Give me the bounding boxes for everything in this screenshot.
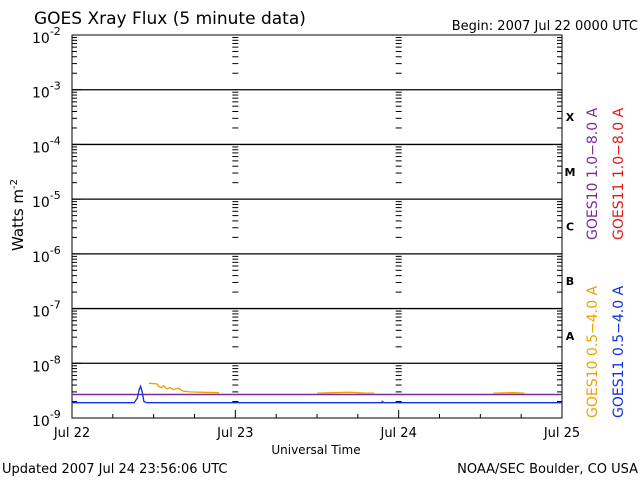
updated-timestamp: Updated 2007 Jul 24 23:56:06 UTC — [2, 462, 227, 477]
flare-class-label: M — [565, 166, 576, 179]
begin-label: Begin: 2007 Jul 22 0000 UTC — [452, 19, 638, 34]
legend-entry: GOES10 0.5−4.0 A — [585, 285, 601, 418]
legend-entry: GOES11 0.5−4.0 A — [611, 285, 627, 418]
y-tick-label: 10-7 — [32, 299, 61, 321]
x-axis-label: Universal Time — [271, 443, 360, 457]
x-tick-label: Jul 22 — [53, 426, 90, 441]
legend-entry: GOES10 1.0−8.0 A — [585, 107, 601, 240]
x-tick-label: Jul 24 — [379, 426, 416, 441]
y-tick-label: 10-4 — [32, 134, 61, 156]
y-tick-label: 10-3 — [32, 80, 61, 102]
chart-title: GOES Xray Flux (5 minute data) — [34, 9, 306, 29]
y-tick-label: 10-8 — [32, 353, 61, 375]
flare-class-label: C — [566, 221, 574, 234]
flare-class-label: A — [566, 330, 575, 343]
x-tick-label: Jul 25 — [543, 426, 580, 441]
legend-entry: GOES11 1.0−8.0 A — [611, 107, 627, 240]
source-credit: NOAA/SEC Boulder, CO USA — [457, 462, 638, 477]
y-axis-label-exponent: -2 — [9, 179, 20, 189]
series-line — [317, 392, 374, 393]
y-axis-label: Watts m-2 — [9, 179, 27, 251]
flare-class-label: X — [566, 111, 575, 124]
legend: GOES10 1.0−8.0 A GOES11 1.0−8.0 A GOES10 0… — [585, 107, 627, 418]
y-tick-label: 10-5 — [32, 189, 61, 211]
flare-class-label: B — [566, 275, 574, 288]
x-tick-label: Jul 23 — [216, 426, 253, 441]
plot-frame — [72, 35, 562, 418]
y-axis-label-base: Watts m — [9, 189, 27, 251]
series-line — [149, 383, 219, 392]
y-tick-label: 10-6 — [32, 244, 61, 266]
